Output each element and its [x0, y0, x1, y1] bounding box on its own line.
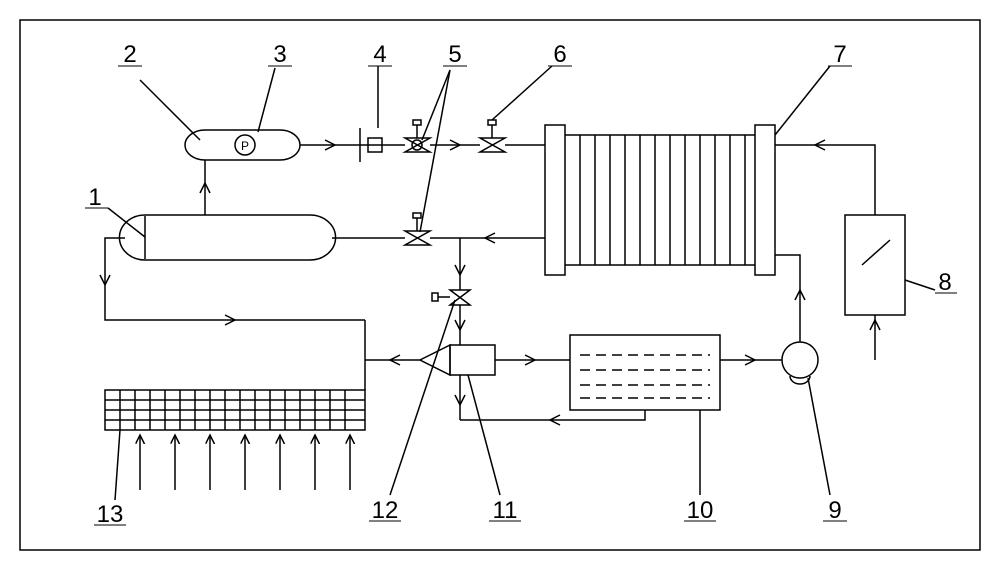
component-8 — [845, 215, 905, 315]
component-10-tank — [570, 335, 720, 410]
label-9: 9 — [828, 497, 841, 524]
component-7-heat-exchanger — [545, 125, 775, 275]
component-5-valve — [405, 120, 430, 152]
label-13: 13 — [97, 501, 124, 528]
leader-8 — [905, 280, 935, 290]
label-10: 10 — [687, 497, 714, 524]
leader-13 — [115, 430, 120, 500]
label-4: 4 — [373, 41, 386, 68]
svg-text:P: P — [241, 139, 249, 153]
component-1-tank — [119, 215, 335, 260]
leader-12 — [390, 300, 455, 495]
leader-5b — [420, 70, 450, 232]
component-4 — [360, 128, 395, 162]
labels: 1 2 3 4 5 6 7 8 9 10 11 12 13 — [85, 41, 957, 528]
leader-5 — [422, 70, 450, 140]
component-9-pump — [782, 342, 818, 384]
component-6-valve — [480, 120, 505, 152]
label-8: 8 — [938, 269, 951, 296]
component-5-valve-mid — [405, 213, 430, 245]
label-3: 3 — [273, 41, 286, 68]
label-12: 12 — [372, 497, 399, 524]
label-11: 11 — [493, 497, 518, 524]
leader-2 — [140, 80, 200, 140]
leader-1 — [108, 208, 145, 237]
schematic-diagram: P — [0, 0, 1000, 572]
component-2-3-pump: P — [185, 130, 300, 160]
label-7: 7 — [833, 41, 846, 68]
leader-3 — [258, 68, 275, 132]
border — [20, 20, 980, 550]
air-arrows — [140, 435, 350, 490]
component-12-valve — [432, 290, 470, 305]
leader-6 — [492, 66, 552, 120]
leader-9 — [808, 378, 830, 495]
label-1: 1 — [88, 184, 101, 211]
label-6: 6 — [553, 41, 566, 68]
label-5: 5 — [448, 41, 461, 68]
component-13-grid — [105, 390, 365, 430]
schematic: P — [20, 20, 980, 550]
label-2: 2 — [123, 41, 136, 68]
leader-11 — [468, 375, 500, 495]
leader-7 — [775, 66, 830, 135]
